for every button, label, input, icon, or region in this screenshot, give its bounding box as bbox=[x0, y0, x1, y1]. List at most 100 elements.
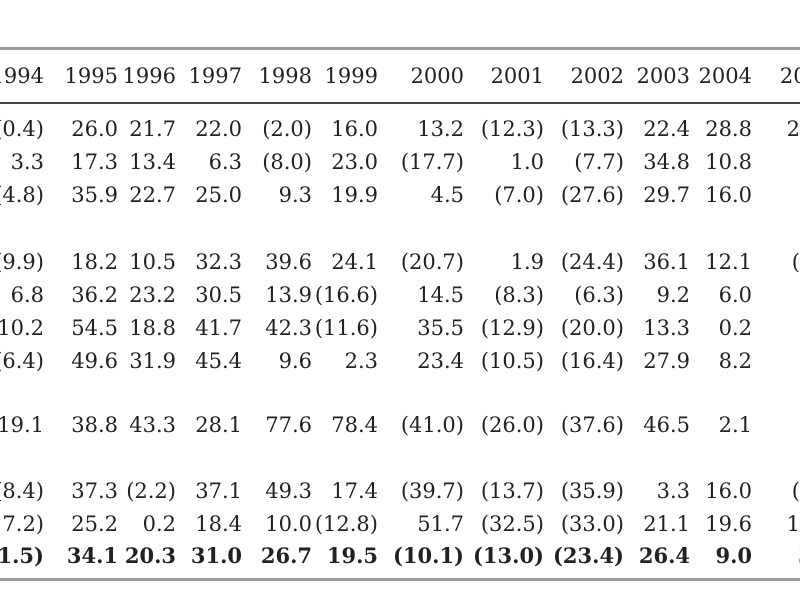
total-row-cell: (13.0) bbox=[472, 543, 544, 568]
table-cell: (8.0) bbox=[262, 150, 312, 174]
table-cell: (16.6) bbox=[314, 283, 378, 307]
table-cell: (35.9) bbox=[560, 479, 624, 503]
table-cell: 10.8 bbox=[705, 150, 752, 174]
table-cell: (8.3) bbox=[494, 283, 544, 307]
table-cell: (13.3) bbox=[560, 117, 624, 141]
table-cell: 2.3 bbox=[344, 349, 378, 373]
table-cell: (20.7) bbox=[400, 250, 464, 274]
table-cell: (7.0) bbox=[494, 183, 544, 207]
table-cell: 23.0 bbox=[331, 150, 378, 174]
table-cell: 35.9 bbox=[71, 183, 118, 207]
table-cell: 43.3 bbox=[129, 413, 176, 437]
table-cell: 30.5 bbox=[195, 283, 242, 307]
total-row-cell: 9.0 bbox=[715, 543, 752, 568]
table-cell: 22.7 bbox=[129, 183, 176, 207]
table-cell: 0.2 bbox=[142, 512, 176, 536]
table-cell: 10.0 bbox=[265, 512, 312, 536]
column-header-11: 200 bbox=[779, 64, 800, 88]
table-cell: 19.6 bbox=[705, 512, 752, 536]
table-cell: 37.3 bbox=[71, 479, 118, 503]
total-row-cell: (10.1) bbox=[392, 543, 464, 568]
table-cell: 1.0 bbox=[510, 150, 544, 174]
table-cell: (41.0) bbox=[400, 413, 464, 437]
table-cell: 6.8 bbox=[10, 283, 44, 307]
table-cell: 49.3 bbox=[265, 479, 312, 503]
table-cell: 12. bbox=[786, 512, 800, 536]
table-cell: 41.7 bbox=[195, 316, 242, 340]
column-header-7: 2001 bbox=[490, 64, 544, 88]
table-cell: 45.4 bbox=[195, 349, 242, 373]
table-cell: 78.4 bbox=[331, 413, 378, 437]
table-cell: (0.4) bbox=[0, 117, 44, 141]
table-cell: (20.0) bbox=[560, 316, 624, 340]
table-cell: 25.0 bbox=[195, 183, 242, 207]
table-cell: (8.4) bbox=[0, 479, 44, 503]
table-cell: 9.3 bbox=[278, 183, 312, 207]
table-cell: 6.3 bbox=[208, 150, 242, 174]
table-cell: (12.8) bbox=[314, 512, 378, 536]
total-row-cell: 3. bbox=[798, 544, 800, 568]
table-cell: 35.5 bbox=[417, 316, 464, 340]
table-cell: (16.4) bbox=[560, 349, 624, 373]
table-cell: (10.5) bbox=[480, 349, 544, 373]
table-cell: 25.2 bbox=[71, 512, 118, 536]
table-cell: (4.8) bbox=[0, 183, 44, 207]
table-cell: 34.8 bbox=[643, 150, 690, 174]
table-cell: 2.1 bbox=[718, 413, 752, 437]
table-cell: 28.8 bbox=[705, 117, 752, 141]
table-cell: 32.3 bbox=[195, 250, 242, 274]
table-cell: 36.2 bbox=[71, 283, 118, 307]
table-cell: 19.9 bbox=[331, 183, 378, 207]
column-header-8: 2002 bbox=[570, 64, 624, 88]
total-row-cell: 19.5 bbox=[326, 543, 378, 568]
table-cell: (27.6) bbox=[560, 183, 624, 207]
table-cell: 13.9 bbox=[265, 283, 312, 307]
table-cell: 24.1 bbox=[331, 250, 378, 274]
total-row-cell: (1.5) bbox=[0, 543, 44, 568]
column-header-10: 2004 bbox=[698, 64, 752, 88]
table-cell: 16.0 bbox=[331, 117, 378, 141]
table-cell: 23.2 bbox=[129, 283, 176, 307]
table-cell: 17.3 bbox=[71, 150, 118, 174]
table-cell: 12.1 bbox=[705, 250, 752, 274]
table-cell: 0.2 bbox=[718, 316, 752, 340]
table-cell: 13.4 bbox=[129, 150, 176, 174]
table-cell: 49.6 bbox=[71, 349, 118, 373]
table-cell: 16.0 bbox=[705, 183, 752, 207]
table-cell: 9.2 bbox=[656, 283, 690, 307]
table-cell: 10.5 bbox=[129, 250, 176, 274]
table-cell: 16.0 bbox=[705, 479, 752, 503]
table-cell: (11.6) bbox=[314, 316, 378, 340]
column-header-5: 1999 bbox=[324, 64, 378, 88]
table-cell: (9. bbox=[791, 479, 800, 503]
total-row-cell: 31.0 bbox=[190, 543, 242, 568]
table-cell: (33.0) bbox=[560, 512, 624, 536]
table-cell: 18.8 bbox=[129, 316, 176, 340]
table-cell: 17.4 bbox=[331, 479, 378, 503]
table-cell: (17.7) bbox=[400, 150, 464, 174]
table-cell: 6.0 bbox=[718, 283, 752, 307]
total-row-cell: 34.1 bbox=[66, 543, 118, 568]
table-cell: 23.4 bbox=[417, 349, 464, 373]
table-cell: (39.7) bbox=[400, 479, 464, 503]
table-cell: 22.4 bbox=[643, 117, 690, 141]
table-cell: 10.2 bbox=[0, 316, 44, 340]
total-row-cell: 26.4 bbox=[638, 543, 690, 568]
column-header-4: 1998 bbox=[258, 64, 312, 88]
table-cell: 31.9 bbox=[129, 349, 176, 373]
table-cell: (12.3) bbox=[480, 117, 544, 141]
table-cell: (13.7) bbox=[480, 479, 544, 503]
table-cell: 13.2 bbox=[417, 117, 464, 141]
total-row-cell: 26.7 bbox=[260, 543, 312, 568]
table-cell: 22.0 bbox=[195, 117, 242, 141]
table-cell: 37.1 bbox=[195, 479, 242, 503]
header-rule bbox=[0, 102, 800, 104]
table-cell: 14.5 bbox=[417, 283, 464, 307]
table-top-rule bbox=[0, 47, 800, 50]
table-cell: (2.0) bbox=[262, 117, 312, 141]
table-cell: (26.0) bbox=[480, 413, 544, 437]
column-header-1: 1995 bbox=[64, 64, 118, 88]
table-cell: 54.5 bbox=[71, 316, 118, 340]
table-cell: 77.6 bbox=[265, 413, 312, 437]
table-cell: 1.9 bbox=[510, 250, 544, 274]
